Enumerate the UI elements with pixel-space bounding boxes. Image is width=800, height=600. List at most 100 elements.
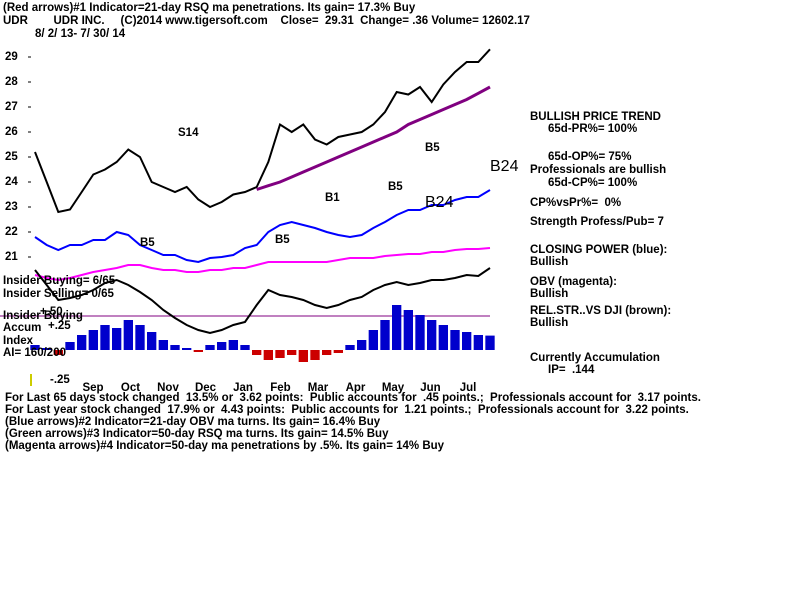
series-line xyxy=(34,267,491,335)
accumulation-bar xyxy=(427,320,437,350)
x-tick-label: Jun xyxy=(420,382,440,394)
y-tick-label: 22 xyxy=(5,226,18,238)
y-tick-label: 25 xyxy=(5,151,18,163)
y-tick-label: 29 xyxy=(5,51,18,63)
panel-text: Bullish xyxy=(530,256,568,268)
accumulation-bar xyxy=(368,330,378,350)
panel-text: OBV (magenta): xyxy=(530,276,617,288)
accumulation-bar xyxy=(135,325,145,350)
x-tick-label: Oct xyxy=(121,382,140,394)
accumulation-bar xyxy=(392,305,402,350)
x-tick-label: Feb xyxy=(270,382,290,394)
accumulation-bar xyxy=(403,310,413,350)
accumulation-bar xyxy=(147,332,157,350)
accumulation-bar xyxy=(193,350,203,352)
accumulation-bar xyxy=(333,350,343,353)
accumulation-bar xyxy=(123,320,133,350)
insider-text: Insider Selling= 0/65 xyxy=(3,288,114,300)
panel-text: REL.STR..VS DJI (brown): xyxy=(530,305,671,317)
annotation: B5 xyxy=(425,142,440,154)
accumulation-bar xyxy=(228,340,238,350)
accumulation-bar xyxy=(100,325,110,350)
panel-text: 65d-OP%= 75% xyxy=(548,151,631,163)
x-tick-label: Sep xyxy=(82,382,103,394)
panel-text: CLOSING POWER (blue): xyxy=(530,244,667,256)
accumulation-bar xyxy=(240,345,250,350)
panel-text: Professionals are bullish xyxy=(530,164,666,176)
accumulation-bar xyxy=(112,328,122,350)
panel-text: Strength Profess/Pub= 7 xyxy=(530,216,664,228)
accumulation-bar xyxy=(65,342,75,350)
y-tick-label: 24 xyxy=(5,176,18,188)
panel-text: 65d-PR%= 100% xyxy=(548,123,637,135)
accumulation-bar xyxy=(182,348,192,350)
annotation: B5 xyxy=(388,181,403,193)
y-tick-label: 21 xyxy=(5,251,18,263)
y-tick-label: 27 xyxy=(5,101,18,113)
accumulation-bar xyxy=(485,335,495,350)
accumulation-bar xyxy=(217,342,227,350)
accumulation-bar xyxy=(205,345,215,350)
x-tick-label: Apr xyxy=(346,382,366,394)
series-line xyxy=(256,85,491,191)
accumulation-bar xyxy=(30,345,40,350)
panel-text: IP= .144 xyxy=(548,364,595,376)
accum-scale-label: +.50 xyxy=(40,306,63,318)
insider-text: Insider Buying xyxy=(3,310,83,322)
series-line xyxy=(34,48,491,214)
series-line xyxy=(34,247,491,282)
insider-text: AI= 160/200 xyxy=(3,347,66,359)
accum-scale-label: +.25 xyxy=(48,320,71,332)
footer-text: For Last 65 days stock changed 13.5% or … xyxy=(5,392,701,404)
insider-text: Accum xyxy=(3,322,41,334)
x-tick-label: Dec xyxy=(195,382,217,394)
panel-text: CP%vsPr%= 0% xyxy=(530,197,621,209)
series-line xyxy=(34,189,491,264)
annotation: S14 xyxy=(178,127,199,139)
y-tick-label: 28 xyxy=(5,76,18,88)
footer-text: (Blue arrows)#2 Indicator=21-day OBV ma … xyxy=(5,416,381,428)
footer-text: (Magenta arrows)#4 Indicator=50-day ma p… xyxy=(5,440,445,452)
accum-scale-label: -.25 xyxy=(50,374,70,386)
panel-text: Currently Accumulation xyxy=(530,352,660,364)
x-tick-label: Jul xyxy=(460,382,477,394)
accumulation-bar xyxy=(380,320,390,350)
accumulation-bar xyxy=(53,350,63,355)
accumulation-bar xyxy=(438,325,448,350)
accumulation-bar xyxy=(322,350,332,355)
panel-text: Bullish xyxy=(530,317,568,329)
accumulation-bar xyxy=(77,335,87,350)
panel-text: BULLISH PRICE TREND xyxy=(530,111,661,123)
x-tick-label: May xyxy=(382,382,405,394)
accumulation-bar xyxy=(287,350,297,355)
accumulation-bar xyxy=(450,330,460,350)
footer-text: (Green arrows)#3 Indicator=50-day RSQ ma… xyxy=(5,428,389,440)
title: (Red arrows)#1 Indicator=21-day RSQ ma p… xyxy=(3,2,416,14)
date-range: 8/ 2/ 13- 7/ 30/ 14 xyxy=(35,28,126,40)
footer-text: For Last year stock changed 17.9% or 4.4… xyxy=(5,404,689,416)
x-tick-label: Nov xyxy=(157,382,179,394)
accumulation-bar xyxy=(170,345,180,350)
panel-text: 65d-CP%= 100% xyxy=(548,177,637,189)
accumulation-bar xyxy=(310,350,320,360)
accumulation-bar xyxy=(462,332,472,350)
accumulation-bar xyxy=(88,330,98,350)
insider-text: Insider Buying= 6/65 xyxy=(3,275,116,287)
annotation: B1 xyxy=(325,192,340,204)
accumulation-bar xyxy=(158,340,168,350)
accumulation-bar xyxy=(298,350,308,362)
annotation: B24 xyxy=(490,158,519,175)
panel-text: Bullish xyxy=(530,288,568,300)
accumulation-bar xyxy=(345,345,355,350)
accumulation-bar xyxy=(415,315,425,350)
accumulation-bar xyxy=(275,350,285,358)
accumulation-bar xyxy=(263,350,273,360)
x-tick-label: Mar xyxy=(308,382,329,394)
insider-text: Index xyxy=(3,335,34,347)
subtitle: UDR UDR INC. (C)2014 www.tigersoft.com C… xyxy=(3,15,530,27)
accumulation-bar xyxy=(473,335,483,350)
x-tick-label: Jan xyxy=(233,382,253,394)
annotation: B5 xyxy=(140,237,155,249)
